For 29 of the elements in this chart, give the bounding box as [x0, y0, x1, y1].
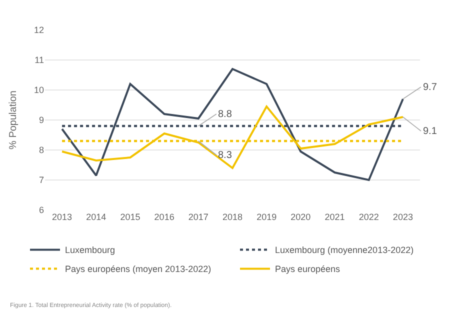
x-tick-label: 2017 [188, 212, 208, 222]
line-series [61, 68, 404, 181]
y-tick-label: 10 [34, 85, 44, 96]
x-tick-label: 2020 [290, 212, 311, 222]
y-tick-label: 11 [34, 55, 44, 66]
x-tick-label: 2021 [324, 212, 345, 222]
legend-label: Luxembourg [65, 245, 116, 256]
y-tick-label: 12 [34, 25, 44, 36]
line-series [61, 106, 404, 169]
legend-label: Pays européens (moyen 2013-2022) [65, 264, 212, 274]
annotation: 8.3 [218, 150, 232, 161]
y-tick-label: 9 [38, 115, 44, 126]
x-tick-label: 2018 [222, 212, 243, 222]
annotation: 9.1 [423, 126, 438, 137]
y-tick-label: 8 [38, 145, 44, 156]
annotation: 8.8 [218, 109, 232, 120]
legend-label: Pays européens [275, 264, 341, 274]
legend-label: Luxembourg (moyenne2013-2022) [275, 245, 414, 256]
x-tick-label: 2019 [256, 212, 277, 222]
x-tick-label: 2015 [120, 212, 140, 222]
y-tick-label: 6 [38, 205, 44, 216]
x-tick-label: 2014 [86, 212, 106, 222]
y-tick-label: 7 [38, 175, 44, 186]
x-tick-label: 2013 [52, 212, 72, 222]
x-tick-label: 2022 [358, 212, 379, 222]
x-tick-label: 2023 [392, 212, 413, 222]
annotation: 9.7 [423, 82, 438, 93]
y-axis-title: % Population [8, 90, 19, 150]
x-tick-label: 2016 [154, 212, 174, 222]
